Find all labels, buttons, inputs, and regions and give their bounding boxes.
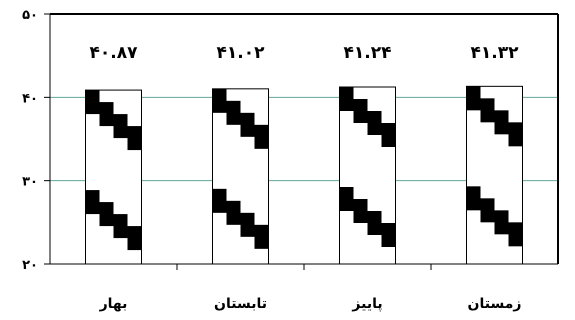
bar-2 [212,88,269,265]
y-tick-label: ۵۰ [22,8,38,23]
category-label: پاییز [351,296,382,312]
bar-3 [339,86,396,265]
category-label: تابستان [214,296,267,312]
bar-4 [466,85,523,265]
category-labels: بهار تابستان پاییز زمستان [99,296,522,312]
y-tick-label: ۴۰ [22,91,38,106]
y-tick-label: ۲۰ [22,258,38,273]
data-label: ۴۱.۳۲ [471,43,520,63]
data-label: ۴۱.۰۲ [217,43,266,63]
y-ticks: ۲۰ ۳۰ ۴۰ ۵۰ [22,8,50,273]
category-label: زمستان [468,296,522,312]
category-label: بهار [99,296,128,312]
data-labels: ۴۰.۸۷ ۴۱.۰۲ ۴۱.۲۴ ۴۱.۳۲ [90,43,520,63]
y-tick-label: ۳۰ [22,175,38,190]
data-label: ۴۱.۲۴ [344,43,392,63]
x-ticks [176,264,432,270]
data-label: ۴۰.۸۷ [90,43,139,63]
bars [85,85,523,265]
bar-1 [85,89,142,265]
